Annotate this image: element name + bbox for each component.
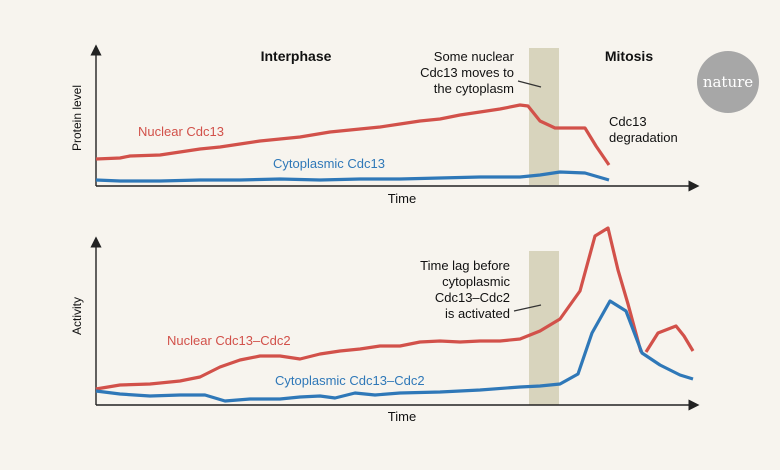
series-line-cytoplasmic-cdc13 [95, 170, 610, 183]
nature-logo-text: nature [703, 73, 753, 91]
phase-label-mitosis: Mitosis [605, 48, 653, 64]
series-line-nuclear-cdc13-cdc2-tail [644, 324, 695, 353]
transition-band-top [529, 48, 559, 185]
note-bottom-line4: is activated [445, 306, 510, 321]
series-line-nuclear-cdc13-cdc2 [95, 226, 643, 391]
note-top-line1: Some nuclear [434, 49, 515, 64]
nature-logo: nature [697, 51, 759, 113]
note-bottom-line3: Cdc13–Cdc2 [435, 290, 510, 305]
pointer-line-top [517, 80, 542, 88]
note-top-line3: the cytoplasm [434, 81, 514, 96]
top-y-axis-label: Protein level [70, 85, 84, 151]
series-label-nuclear-cdc13: Nuclear Cdc13 [138, 124, 224, 139]
pointer-line-bottom [513, 304, 542, 312]
nature-logo-circle [697, 51, 759, 113]
note-bottom-line1: Time lag before [420, 258, 510, 273]
degradation-line2: degradation [609, 130, 678, 145]
bottom-y-axis-label: Activity [70, 297, 84, 335]
top-axes [90, 44, 700, 192]
series-line-nuclear-cdc13 [95, 103, 611, 166]
degradation-line1: Cdc13 [609, 114, 647, 129]
series-label-cytoplasmic-cdc13: Cytoplasmic Cdc13 [273, 156, 385, 171]
top-x-axis-label: Time [388, 191, 416, 206]
series-label-cytoplasmic-cdc13-cdc2: Cytoplasmic Cdc13–Cdc2 [275, 373, 425, 388]
note-top-line2: Cdc13 moves to [420, 65, 514, 80]
phase-label-interphase: Interphase [261, 48, 332, 64]
bottom-axes [90, 236, 700, 411]
bottom-x-axis-label: Time [388, 409, 416, 424]
note-bottom-line2: cytoplasmic [442, 274, 510, 289]
series-line-cytoplasmic-cdc13-cdc2 [95, 299, 694, 403]
series-label-nuclear-cdc13-cdc2: Nuclear Cdc13–Cdc2 [167, 333, 291, 348]
